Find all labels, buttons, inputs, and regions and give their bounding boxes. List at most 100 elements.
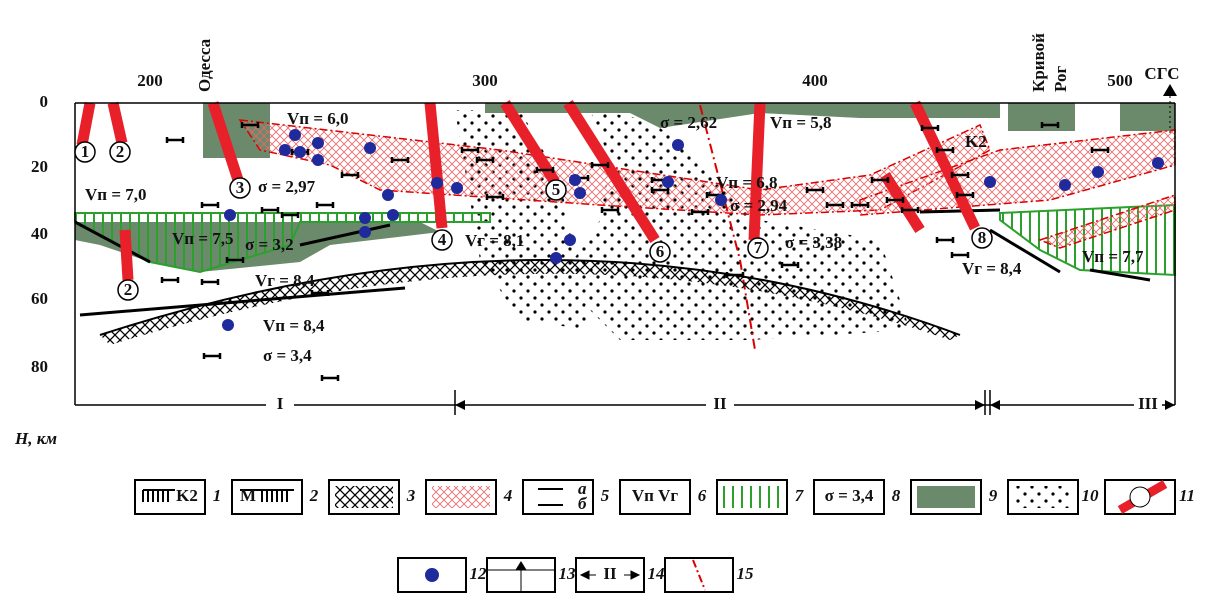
observation-point <box>289 129 301 141</box>
annotation: σ = 2,97 <box>258 177 316 196</box>
legend-number: 2 <box>309 486 319 505</box>
geologic-section: 200300400500020406080H, кмОдессаКривойРо… <box>0 0 1207 600</box>
legend-number: 5 <box>601 486 610 505</box>
observation-point <box>662 176 674 188</box>
y-axis-label: H, км <box>14 429 57 448</box>
observation-point <box>451 182 463 194</box>
fault-label: 8 <box>978 228 987 247</box>
observation-point <box>564 234 576 246</box>
annotation: σ = 3,4 <box>263 346 312 365</box>
layer-tick <box>202 202 218 208</box>
legend-dot <box>425 568 439 582</box>
legend-number: 4 <box>503 486 513 505</box>
annotation: Vп = 7,5 <box>172 229 234 248</box>
place-label: Рог <box>1051 66 1070 92</box>
legend-marker <box>1130 487 1150 507</box>
y-tick-label: 0 <box>40 92 49 111</box>
y-tick-label: 40 <box>31 224 48 243</box>
zone-label: I <box>277 394 284 413</box>
annotation: Vг = 8,4 <box>255 271 315 290</box>
y-tick-label: 20 <box>31 157 48 176</box>
legend-sample: K2 <box>176 486 198 505</box>
observation-point <box>359 212 371 224</box>
observation-point <box>222 319 234 331</box>
legend-number: 9 <box>989 486 998 505</box>
x-tick-label: 300 <box>472 71 498 90</box>
annotation: σ = 3,38 <box>785 233 842 252</box>
observation-point <box>294 146 306 158</box>
annotation: Vп = 6,0 <box>287 109 349 128</box>
legend-swatch <box>723 486 781 508</box>
section-drawing <box>75 84 1177 415</box>
annotation: Vг = 8,4 <box>962 259 1022 278</box>
annotation: Vп = 7,7 <box>1082 247 1144 266</box>
annotation: Vп = 8,4 <box>263 316 325 335</box>
layer-tick <box>162 277 178 283</box>
legend-number: 15 <box>737 564 755 583</box>
zone-label: II <box>713 394 727 413</box>
legend-sample: Vп Vг <box>632 486 679 505</box>
observation-point <box>715 194 727 206</box>
legend-number: 7 <box>795 486 805 505</box>
annotation: Vп = 6,8 <box>716 173 778 192</box>
legend-sample: M <box>240 486 256 505</box>
observation-point <box>1059 179 1071 191</box>
layer-tick <box>204 353 220 359</box>
observation-point <box>312 137 324 149</box>
place-label: СГС <box>1144 64 1179 83</box>
observation-point <box>574 187 586 199</box>
fault-label: 7 <box>754 238 763 257</box>
layer-tick <box>937 237 953 243</box>
legend-swatch <box>335 486 393 508</box>
layer-tick <box>952 252 968 258</box>
legend-sample: σ = 3,4 <box>825 486 874 505</box>
annotation: Vп = 5,8 <box>770 113 832 132</box>
legend-number: 3 <box>406 486 416 505</box>
annotation: σ = 2,62 <box>660 113 717 132</box>
annotation: σ = 2,94 <box>730 196 788 215</box>
annotation: K2 <box>965 132 987 151</box>
annotation: Vп = 7,0 <box>85 185 147 204</box>
y-tick-label: 80 <box>31 357 48 376</box>
legend-number: 6 <box>698 486 707 505</box>
fault-label: 5 <box>552 180 561 199</box>
layer-tick <box>322 375 338 381</box>
place-label: Одесса <box>195 38 214 92</box>
observation-point <box>550 252 562 264</box>
fault-label: 1 <box>81 142 90 161</box>
fault-label: 6 <box>656 242 665 261</box>
observation-point <box>312 154 324 166</box>
place-label: Кривой <box>1029 33 1048 92</box>
x-tick-label: 500 <box>1107 71 1133 90</box>
legend-swatch <box>917 486 975 508</box>
observation-point <box>387 209 399 221</box>
legend-number: 11 <box>1179 486 1195 505</box>
layer-tick <box>167 137 183 143</box>
y-tick-label: 60 <box>31 289 48 308</box>
legend-number: 1 <box>213 486 222 505</box>
legend-number: 14 <box>648 564 665 583</box>
fault-label: 3 <box>236 178 245 197</box>
observation-point <box>984 176 996 188</box>
observation-point <box>279 144 291 156</box>
observation-point <box>224 209 236 221</box>
observation-point <box>382 189 394 201</box>
legend-number: 12 <box>470 564 488 583</box>
legend-swatch <box>1014 486 1072 508</box>
observation-point <box>431 177 443 189</box>
fault-label: 2 <box>116 142 125 161</box>
observation-point <box>672 139 684 151</box>
legend-sample: II <box>603 564 617 583</box>
fault-label: 2 <box>124 280 133 299</box>
observation-point <box>1092 166 1104 178</box>
annotation: Vг = 8,1 <box>465 231 524 250</box>
layer-tick <box>317 202 333 208</box>
legend-number: 8 <box>892 486 901 505</box>
observation-point <box>364 142 376 154</box>
observation-point <box>359 226 371 238</box>
annotation: σ = 3,2 <box>245 235 294 254</box>
fault-label: 4 <box>438 230 447 249</box>
x-tick-label: 400 <box>802 71 828 90</box>
legend-number: 10 <box>1082 486 1100 505</box>
layer-tick <box>202 279 218 285</box>
